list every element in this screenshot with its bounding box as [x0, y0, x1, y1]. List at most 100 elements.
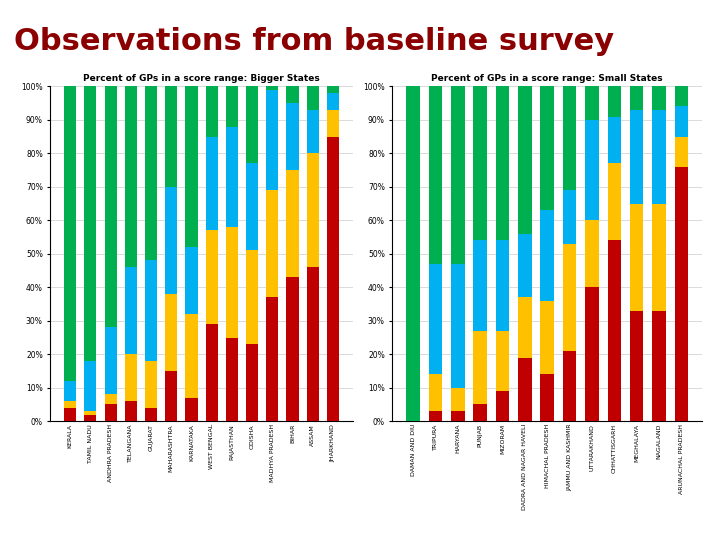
- Bar: [125, 401, 137, 421]
- Bar: [630, 204, 643, 310]
- Bar: [518, 86, 531, 234]
- Bar: [429, 264, 442, 374]
- Bar: [541, 374, 554, 421]
- Bar: [186, 247, 197, 314]
- Bar: [474, 404, 487, 421]
- Bar: [64, 381, 76, 401]
- Bar: [474, 240, 487, 331]
- Bar: [630, 110, 643, 204]
- Bar: [246, 164, 258, 251]
- Bar: [585, 287, 598, 421]
- Bar: [125, 267, 137, 354]
- Bar: [327, 137, 339, 421]
- Bar: [165, 371, 177, 421]
- Bar: [307, 153, 319, 267]
- Bar: [608, 86, 621, 117]
- Bar: [630, 86, 643, 110]
- Bar: [496, 391, 509, 421]
- Bar: [518, 357, 531, 421]
- Bar: [145, 361, 157, 408]
- Bar: [541, 210, 554, 301]
- Bar: [145, 260, 157, 361]
- Bar: [451, 264, 464, 388]
- Bar: [287, 277, 299, 421]
- Bar: [266, 86, 279, 90]
- Bar: [608, 164, 621, 240]
- Bar: [652, 204, 665, 310]
- Bar: [429, 374, 442, 411]
- Bar: [186, 398, 197, 421]
- Bar: [563, 351, 576, 421]
- Bar: [226, 227, 238, 338]
- Bar: [266, 90, 279, 190]
- Bar: [675, 86, 688, 106]
- Bar: [64, 408, 76, 421]
- Bar: [226, 86, 238, 126]
- Bar: [226, 126, 238, 227]
- Bar: [518, 234, 531, 298]
- Bar: [630, 310, 643, 421]
- Bar: [84, 86, 96, 361]
- Bar: [186, 314, 197, 398]
- Bar: [585, 120, 598, 220]
- Text: Observations from baseline survey: Observations from baseline survey: [14, 27, 615, 56]
- Bar: [64, 401, 76, 408]
- Bar: [541, 301, 554, 374]
- Bar: [125, 86, 137, 267]
- Bar: [327, 86, 339, 93]
- Bar: [125, 354, 137, 401]
- Bar: [451, 388, 464, 411]
- Bar: [608, 117, 621, 164]
- Bar: [246, 251, 258, 344]
- Bar: [165, 187, 177, 294]
- Bar: [104, 404, 117, 421]
- Bar: [451, 86, 464, 264]
- Bar: [429, 411, 442, 421]
- Bar: [104, 394, 117, 404]
- Bar: [407, 86, 420, 421]
- Bar: [429, 86, 442, 264]
- Bar: [64, 86, 76, 381]
- Title: Percent of GPs in a score range: Bigger States: Percent of GPs in a score range: Bigger …: [84, 74, 320, 83]
- Bar: [246, 86, 258, 164]
- Bar: [608, 240, 621, 421]
- Bar: [186, 86, 197, 247]
- Bar: [206, 324, 217, 421]
- Bar: [675, 167, 688, 421]
- Bar: [84, 415, 96, 421]
- Title: Percent of GPs in a score range: Small States: Percent of GPs in a score range: Small S…: [431, 74, 663, 83]
- Bar: [206, 86, 217, 137]
- Bar: [145, 408, 157, 421]
- Bar: [496, 331, 509, 391]
- Bar: [307, 110, 319, 153]
- Bar: [206, 231, 217, 324]
- Bar: [266, 298, 279, 421]
- Bar: [518, 298, 531, 357]
- Bar: [652, 310, 665, 421]
- Bar: [226, 338, 238, 421]
- Bar: [474, 331, 487, 404]
- Bar: [287, 170, 299, 277]
- Bar: [541, 86, 554, 210]
- Bar: [84, 411, 96, 415]
- Bar: [104, 327, 117, 394]
- Bar: [287, 103, 299, 170]
- Bar: [287, 86, 299, 103]
- Bar: [496, 86, 509, 240]
- Bar: [585, 220, 598, 287]
- Bar: [563, 244, 576, 351]
- Bar: [266, 190, 279, 298]
- Bar: [451, 411, 464, 421]
- Bar: [496, 240, 509, 331]
- Bar: [675, 106, 688, 137]
- Bar: [652, 110, 665, 204]
- Bar: [563, 190, 576, 244]
- Bar: [563, 86, 576, 190]
- Bar: [246, 344, 258, 421]
- Bar: [327, 110, 339, 137]
- Bar: [145, 86, 157, 260]
- Bar: [675, 137, 688, 167]
- Bar: [307, 86, 319, 110]
- Bar: [652, 86, 665, 110]
- Bar: [206, 137, 217, 231]
